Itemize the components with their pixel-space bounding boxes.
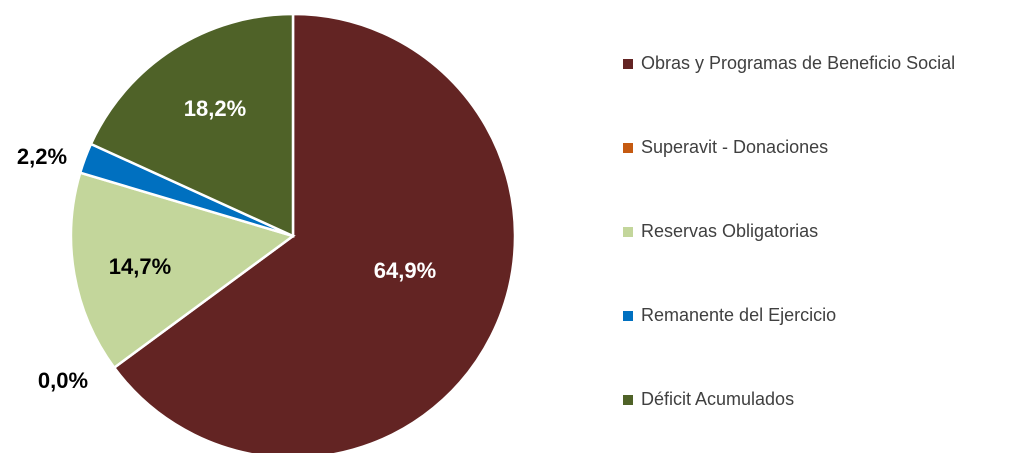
legend-label: Remanente del Ejercicio [641, 305, 836, 325]
pie-slice [112, 12, 517, 453]
legend-swatch [623, 395, 633, 405]
data-label: 18,2% [184, 96, 246, 121]
data-label: 0,0% [38, 368, 88, 393]
legend-swatch [623, 59, 633, 69]
data-label: 64,9% [374, 258, 436, 283]
legend-label: Obras y Programas de Beneficio Social [641, 53, 955, 73]
legend-swatch [623, 227, 633, 237]
legend-swatch [623, 143, 633, 153]
pie-slice [89, 12, 295, 238]
data-label: 14,7% [109, 254, 171, 279]
pie-slice [69, 171, 296, 370]
legend-label: Reservas Obligatorias [641, 221, 818, 241]
legend-label: Déficit Acumulados [641, 389, 794, 409]
legend-label: Superavit - Donaciones [641, 137, 828, 157]
data-label: 2,2% [17, 144, 67, 169]
legend-swatch [623, 311, 633, 321]
